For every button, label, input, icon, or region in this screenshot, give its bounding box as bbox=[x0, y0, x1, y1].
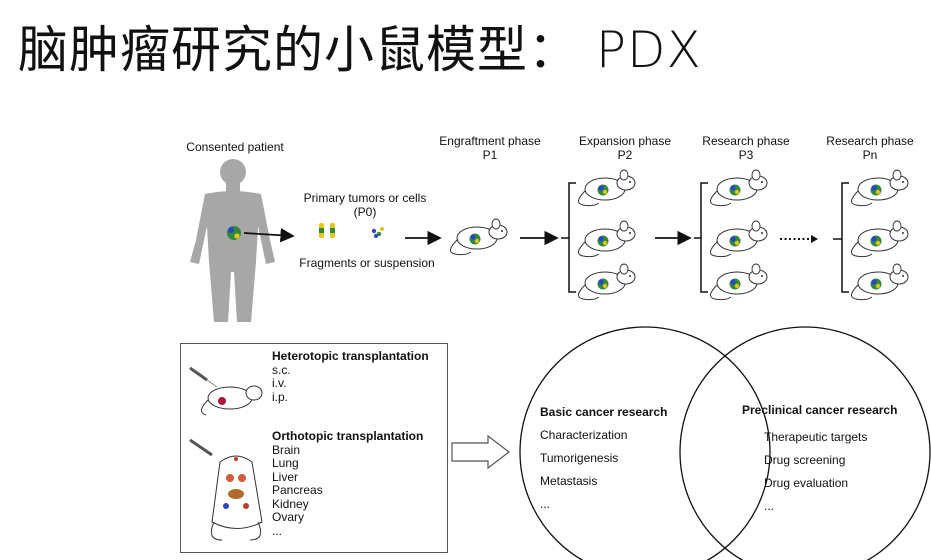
basic-research-title: Basic cancer research bbox=[540, 405, 668, 419]
slide-title: 脑肿瘤研究的小鼠模型： PDX bbox=[18, 21, 702, 79]
preclinical-research-list: Therapeutic targets Drug screening Drug … bbox=[764, 426, 867, 518]
fragments-caption: Fragments or suspension bbox=[299, 256, 435, 270]
p2-bracket bbox=[568, 182, 576, 293]
phase-p1-label: Engraftment phase P1 bbox=[430, 134, 550, 162]
primary-tumors-label: Primary tumors or cells (P0) bbox=[285, 191, 445, 219]
preclinical-research-item: Drug screening bbox=[764, 453, 846, 467]
orthotopic-title: Orthotopic transplantation bbox=[272, 429, 424, 443]
orthotopic-item: Ovary bbox=[272, 510, 305, 524]
basic-research-item: Tumorigenesis bbox=[540, 451, 619, 465]
pn-mouse-1 bbox=[850, 169, 909, 207]
heterotopic-item: i.p. bbox=[272, 389, 289, 404]
heterotopic-list: Heterotopic transplantation s.c. i.v. i.… bbox=[272, 349, 429, 404]
venn-right-circle bbox=[679, 326, 931, 560]
phase-p2-label: Expansion phase P2 bbox=[565, 134, 685, 162]
patient-label: Consented patient bbox=[186, 140, 284, 154]
tumor-fragments-icon bbox=[319, 223, 335, 238]
heterotopic-title: Heterotopic transplantation bbox=[272, 349, 429, 363]
primary-line2: (P0) bbox=[353, 205, 377, 219]
heterotopic-item: s.c. bbox=[272, 362, 291, 377]
phase-p3-name: Research phase bbox=[702, 134, 790, 148]
patient-tumor-icon bbox=[227, 226, 241, 240]
preclinical-research-item: Drug evaluation bbox=[764, 476, 849, 490]
preclinical-research-item: Therapeutic targets bbox=[764, 430, 868, 444]
arrow-patient-to-p0 bbox=[243, 228, 295, 243]
transplantation-box bbox=[180, 343, 448, 553]
preclinical-research-item: ... bbox=[764, 499, 775, 513]
orthotopic-item: Pancreas bbox=[272, 483, 323, 497]
phase-p1-name: Engraftment phase bbox=[439, 134, 541, 148]
orthotopic-item: Liver bbox=[272, 469, 299, 484]
patient-silhouette bbox=[190, 159, 275, 322]
p3-mouse-2 bbox=[709, 220, 768, 258]
cell-suspension-icon bbox=[371, 227, 384, 238]
preclinical-research-title-wrap: Preclinical cancer research bbox=[742, 399, 897, 422]
p3-mouse-1 bbox=[709, 169, 768, 207]
primary-line1: Primary tumors or cells bbox=[303, 191, 427, 205]
p3-bracket bbox=[700, 182, 708, 293]
p2-mouse-3 bbox=[577, 263, 636, 301]
heterotopic-mouse-illustration bbox=[189, 366, 263, 416]
hollow-arrow bbox=[451, 434, 510, 470]
pn-mouse-3 bbox=[850, 263, 909, 301]
orthotopic-list: Orthotopic transplantation Brain Lung Li… bbox=[272, 429, 424, 538]
pn-mouse-2 bbox=[850, 220, 909, 258]
p1-mouse bbox=[449, 218, 508, 256]
phase-p1-code: P1 bbox=[482, 148, 498, 162]
phase-p3-label: Research phase P3 bbox=[686, 134, 806, 162]
pn-bracket bbox=[841, 182, 849, 293]
orthotopic-item: Brain bbox=[272, 442, 301, 457]
p3-mouse-3 bbox=[709, 263, 768, 301]
phase-pn-name: Research phase bbox=[826, 134, 914, 148]
basic-research-item: Characterization bbox=[540, 428, 628, 442]
phase-p3-code: P3 bbox=[738, 148, 754, 162]
phase-pn-code: Pn bbox=[862, 148, 878, 162]
p2-mouse-2 bbox=[577, 220, 636, 258]
orthotopic-item: Kidney bbox=[272, 496, 309, 511]
p2-mouse-1 bbox=[577, 169, 636, 207]
phase-p2-name: Expansion phase bbox=[578, 134, 672, 148]
basic-research-item: ... bbox=[540, 497, 551, 511]
phase-p2-code: P2 bbox=[617, 148, 633, 162]
phase-pn-label: Research phase Pn bbox=[810, 134, 930, 162]
preclinical-research-title: Preclinical cancer research bbox=[742, 403, 898, 417]
orthotopic-item: ... bbox=[272, 523, 283, 538]
venn-left-circle bbox=[519, 326, 771, 560]
basic-research-item: Metastasis bbox=[540, 474, 598, 488]
heterotopic-item: i.v. bbox=[272, 376, 287, 390]
orthotopic-item: Lung bbox=[272, 456, 299, 470]
basic-research-list: Basic cancer research Characterization T… bbox=[540, 401, 667, 516]
orthotopic-mouse-illustration bbox=[189, 438, 263, 541]
